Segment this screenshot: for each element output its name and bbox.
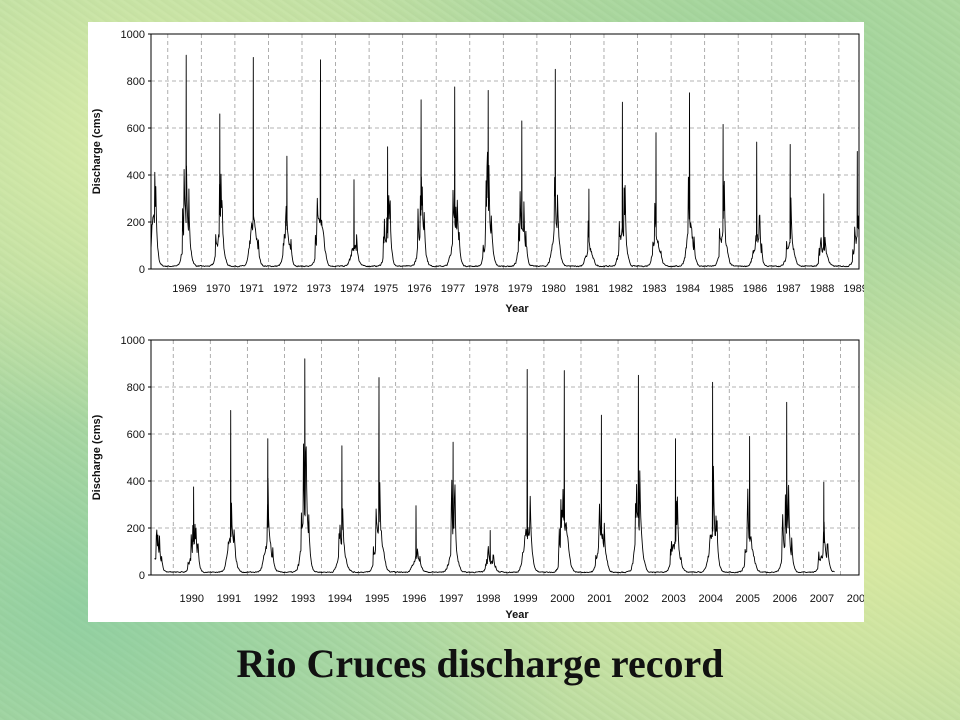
x-tick-label: 1994	[328, 593, 352, 605]
plot-frame	[150, 339, 860, 576]
x-tick-label: 2001	[587, 593, 611, 605]
discharge-series-line	[150, 54, 859, 268]
x-tick-label: 1987	[776, 283, 800, 295]
chart-panel: 0 200 400 600 800 1000 1969 1970 1971 1972 1973 197…	[88, 22, 864, 622]
x-tick-label: 2002	[624, 593, 648, 605]
x-tick-label: 1985	[709, 283, 733, 295]
x-tick-label: 1974	[340, 283, 364, 295]
x-tick-label: 1990	[180, 593, 204, 605]
x-tick-label: 1979	[508, 283, 532, 295]
y-tick-label: 1000	[121, 335, 145, 347]
x-tick-label: 1998	[476, 593, 500, 605]
x-tick-label: 2000	[550, 593, 574, 605]
y-tick-label: 600	[127, 123, 145, 135]
y-axis-title: Discharge (cms)	[91, 414, 103, 500]
x-tick-label: 2006	[773, 593, 797, 605]
x-tick-label: 1976	[407, 283, 431, 295]
x-tick-label: 1999	[513, 593, 537, 605]
x-tick-label: 1972	[273, 283, 297, 295]
x-axis-title: Year	[505, 303, 529, 315]
x-tick-label: 1996	[402, 593, 426, 605]
plot-frame	[150, 33, 860, 270]
y-tick-label: 800	[127, 76, 145, 88]
x-tick-label: 2004	[698, 593, 722, 605]
x-tick-label: 1980	[541, 283, 565, 295]
y-tick-label: 0	[139, 570, 145, 582]
x-tick-label: 1970	[206, 283, 230, 295]
x-tick-label: 1978	[474, 283, 498, 295]
y-tick-label: 1000	[121, 29, 145, 41]
discharge-chart: 0 200 400 600 800 1000 1969 1970 1971 1972 1973 197…	[91, 29, 864, 621]
x-tick-label: 1989	[843, 283, 864, 295]
y-tick-label: 800	[127, 382, 145, 394]
x-tick-label: 2008	[847, 593, 864, 605]
x-tick-label: 1988	[810, 283, 834, 295]
x-tick-label: 1975	[374, 283, 398, 295]
x-tick-label: 1969	[172, 283, 196, 295]
x-tick-label: 1981	[575, 283, 599, 295]
plot-2: 0 200 400 600 800 1000 1990 1991 1992 1993 1994 199…	[91, 335, 864, 621]
y-axis-title: Discharge (cms)	[91, 108, 103, 194]
x-tick-label: 1991	[217, 593, 241, 605]
y-tick-label: 600	[127, 429, 145, 441]
y-tick-label: 200	[127, 523, 145, 535]
x-tick-label: 1993	[291, 593, 315, 605]
plot-1: 0 200 400 600 800 1000 1969 1970 1971 1972 1973 197…	[91, 29, 864, 315]
x-tick-label: 2005	[736, 593, 760, 605]
slide-title: Rio Cruces discharge record	[236, 641, 724, 686]
x-tick-label: 1986	[743, 283, 767, 295]
x-tick-label: 1997	[439, 593, 463, 605]
x-tick-label: 2003	[661, 593, 685, 605]
y-tick-label: 200	[127, 217, 145, 229]
x-tick-label: 1982	[609, 283, 633, 295]
y-tick-label: 400	[127, 476, 145, 488]
x-tick-label: 1971	[239, 283, 263, 295]
x-axis-title: Year	[505, 609, 529, 621]
x-tick-label: 1984	[676, 283, 700, 295]
x-tick-label: 2007	[810, 593, 834, 605]
x-tick-label: 1983	[642, 283, 666, 295]
discharge-series-line	[154, 358, 835, 574]
x-tick-label: 1973	[307, 283, 331, 295]
y-tick-label: 0	[139, 264, 145, 276]
x-tick-label: 1977	[441, 283, 465, 295]
x-tick-label: 1995	[365, 593, 389, 605]
y-tick-label: 400	[127, 170, 145, 182]
x-tick-label: 1992	[254, 593, 278, 605]
